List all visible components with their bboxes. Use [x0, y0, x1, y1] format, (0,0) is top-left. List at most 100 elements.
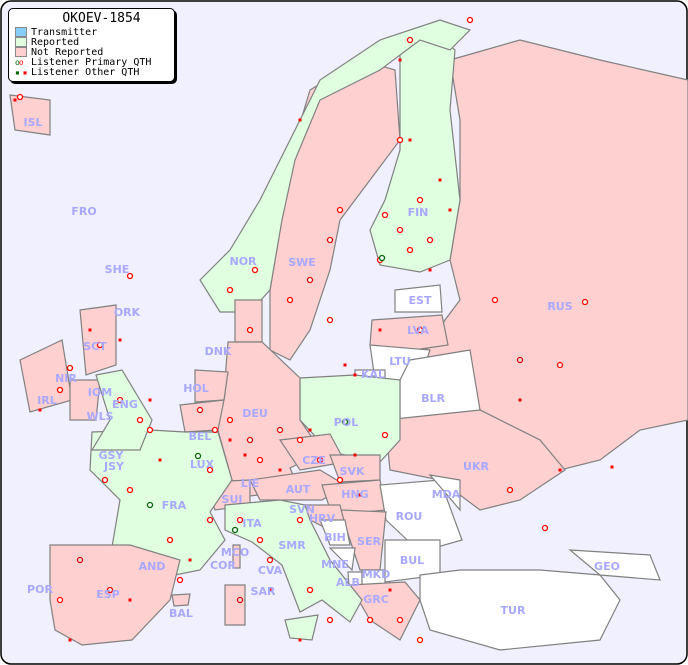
legend-primary: oo Listener Primary QTH	[15, 57, 174, 68]
country-nor	[199, 19, 472, 313]
country-ita	[224, 499, 363, 623]
country-sar	[224, 584, 246, 626]
country-bih	[319, 519, 351, 546]
listener-primary-marker	[276, 426, 284, 434]
country-label-smr: SMR	[278, 539, 306, 552]
listener-primary-marker	[381, 431, 389, 439]
listener-primary-marker	[246, 326, 254, 334]
listener-primary-marker	[296, 516, 304, 524]
country-label-fin: FIN	[408, 206, 429, 219]
legend-label: Listener Other QTH	[31, 66, 140, 78]
listener-primary-marker	[196, 406, 204, 414]
country-grc	[348, 581, 421, 641]
listener-other-marker	[118, 338, 122, 342]
country-label-tur: TUR	[501, 604, 526, 617]
country-label-fra: FRA	[162, 499, 187, 512]
country-label-geo: GEO	[594, 560, 620, 573]
country-fin	[369, 29, 461, 273]
listener-other-marker	[448, 208, 452, 212]
country-blr	[399, 349, 481, 421]
country-label-deu: DEU	[242, 407, 268, 420]
listener-primary-marker	[126, 272, 134, 280]
listener-primary-marker	[266, 556, 274, 564]
country-label-eng: ENG	[112, 398, 138, 411]
listener-other-marker	[358, 493, 362, 497]
country-label-ork: ORK	[114, 306, 141, 319]
listener-primary-marker-alt	[146, 501, 154, 509]
listener-primary-marker	[116, 396, 124, 404]
listener-other-marker	[38, 408, 42, 412]
listener-primary-marker	[176, 576, 184, 584]
listener-primary-marker	[516, 356, 524, 364]
country-label-sui: SUI	[222, 493, 243, 506]
listener-primary-marker	[306, 586, 314, 594]
country-label-kal: KAL	[361, 368, 385, 381]
listener-primary-marker-alt	[231, 526, 239, 534]
country-label-and: AND	[139, 560, 166, 573]
listener-primary-marker	[306, 276, 314, 284]
country-label-jsy: JSY	[103, 460, 125, 473]
listener-other-marker	[298, 118, 302, 122]
transmitter-swatch	[15, 27, 27, 37]
legend-label: Not Reported	[31, 46, 104, 58]
listener-primary-marker	[366, 616, 374, 624]
primary-qth-icon: oo	[15, 57, 24, 67]
country-label-iom: IOM	[88, 386, 112, 399]
not-reported-swatch	[15, 47, 27, 57]
listener-other-marker	[408, 138, 412, 142]
listener-primary-marker	[226, 416, 234, 424]
country-label-svk: SVK	[340, 465, 365, 478]
listener-primary-marker	[426, 236, 434, 244]
country-label-cor: COR	[210, 559, 236, 572]
listener-primary-marker	[396, 616, 404, 624]
listener-other-marker	[13, 98, 17, 102]
listener-primary-marker	[296, 436, 304, 444]
listener-other-marker	[610, 465, 614, 469]
country-dnk	[234, 299, 263, 343]
country-mne	[328, 547, 356, 572]
country-label-srb: SER	[357, 535, 381, 548]
country-label-isl: ISL	[23, 116, 42, 129]
listener-primary-marker	[76, 556, 84, 564]
country-est	[394, 284, 443, 313]
country-bal	[171, 593, 191, 607]
country-label-hrv: HRV	[309, 512, 336, 525]
listener-primary-marker	[126, 486, 134, 494]
listener-primary-marker	[406, 36, 414, 44]
country-lva	[369, 314, 449, 353]
legend-not-reported: Not Reported	[15, 46, 174, 58]
listener-other-marker	[308, 428, 312, 432]
country-label-bul: BUL	[400, 554, 424, 567]
listener-primary-marker	[256, 456, 264, 464]
listener-primary-marker	[326, 236, 334, 244]
listener-primary-marker	[206, 466, 214, 474]
country-label-bih: BIH	[324, 531, 346, 544]
listener-other-marker	[438, 178, 442, 182]
country-label-hng: HNG	[341, 488, 368, 501]
country-label-lie: LIE	[241, 477, 260, 490]
listener-primary-marker	[556, 361, 564, 369]
listener-primary-marker	[326, 616, 334, 624]
country-label-bal: BAL	[169, 607, 193, 620]
listener-primary-marker	[541, 524, 549, 532]
listener-primary-marker	[506, 486, 514, 494]
listener-primary-marker	[236, 596, 244, 604]
listener-primary-marker-alt	[194, 452, 202, 460]
listener-primary-marker	[326, 316, 334, 324]
country-label-lux: LUX	[190, 458, 215, 471]
listener-other-marker	[298, 638, 302, 642]
country-wls	[69, 379, 101, 421]
listener-primary-marker	[396, 136, 404, 144]
listener-primary-marker	[406, 246, 414, 254]
listener-other-marker	[68, 638, 72, 642]
listener-other-marker	[388, 588, 392, 592]
country-label-est: EST	[409, 294, 432, 307]
country-label-mkd: MKD	[362, 568, 391, 581]
country-label-ita: ITA	[242, 517, 262, 530]
listener-other-marker	[398, 58, 402, 62]
country-label-dnk: DNK	[205, 345, 232, 358]
legend: OKOEV-1854 Transmitter Reported Not Repo…	[8, 8, 175, 82]
country-label-cze: CZE	[302, 454, 326, 467]
listener-primary-marker	[256, 536, 264, 544]
listener-primary-marker	[251, 266, 259, 274]
